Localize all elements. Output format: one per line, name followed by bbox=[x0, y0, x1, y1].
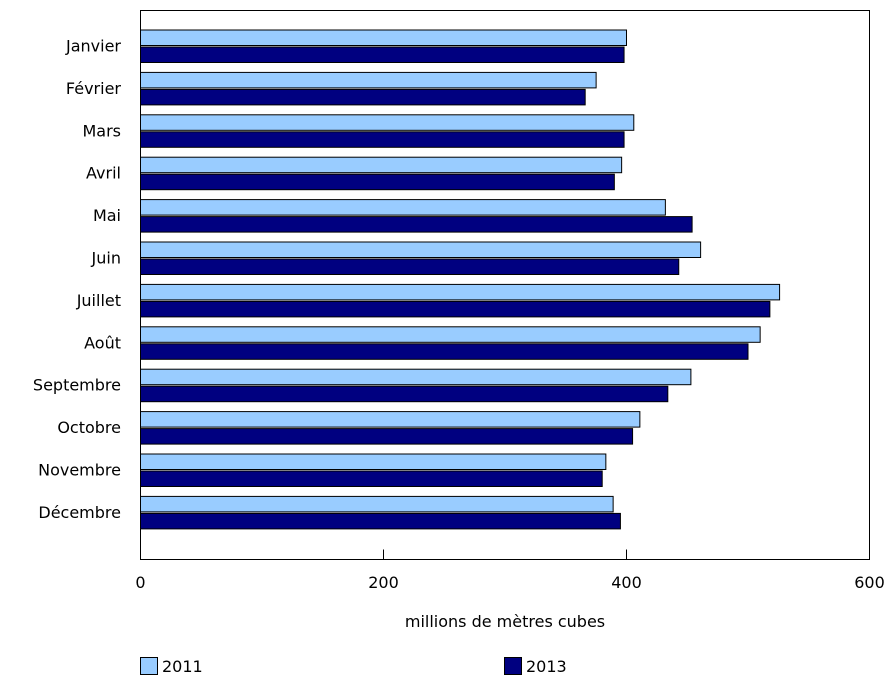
bar-2013-2 bbox=[140, 88, 586, 106]
bar-2013-5 bbox=[140, 216, 693, 233]
category-label: Novembre bbox=[38, 461, 121, 480]
bar-2013-4 bbox=[140, 173, 615, 191]
x-tick-label: 600 bbox=[854, 573, 885, 592]
legend-label-2013: 2013 bbox=[526, 656, 567, 676]
bar-2013-8 bbox=[140, 343, 749, 360]
x-tick-label: 200 bbox=[368, 573, 399, 592]
bar-2011-2 bbox=[140, 71, 597, 89]
bar-2013-6 bbox=[140, 258, 680, 275]
bar-2011-11 bbox=[140, 453, 607, 470]
bar-2013-7 bbox=[140, 300, 771, 318]
bar-2011-6 bbox=[140, 241, 702, 258]
bar-2013-12 bbox=[140, 512, 621, 530]
category-label: Janvier bbox=[65, 37, 121, 56]
bar-2013-11 bbox=[140, 470, 603, 487]
bar-2011-8 bbox=[140, 326, 761, 343]
bar-2011-5 bbox=[140, 199, 666, 216]
category-label: Juillet bbox=[76, 291, 121, 310]
bar-2013-10 bbox=[140, 428, 634, 445]
category-label: Février bbox=[66, 79, 122, 98]
legend-item-2011: 2011 bbox=[140, 655, 203, 677]
x-axis: 0 200 400 600 bbox=[135, 549, 885, 592]
bar-2013-1 bbox=[140, 46, 625, 63]
bars-layer bbox=[140, 29, 781, 530]
legend-swatch-2011 bbox=[140, 657, 158, 675]
category-label: Avril bbox=[86, 164, 121, 183]
category-label: Août bbox=[84, 333, 121, 352]
bar-2011-7 bbox=[140, 283, 781, 301]
plot-frame bbox=[140, 10, 870, 560]
category-label: Juin bbox=[91, 249, 121, 268]
bar-2011-4 bbox=[140, 156, 623, 174]
bar-2013-9 bbox=[140, 385, 669, 403]
bar-2013-3 bbox=[140, 131, 625, 148]
bar-2011-10 bbox=[140, 411, 641, 428]
category-label: Mars bbox=[82, 121, 121, 140]
legend-item-2013: 2013 bbox=[504, 655, 567, 677]
x-tick-label: 0 bbox=[135, 573, 145, 592]
legend-label-2011: 2011 bbox=[162, 656, 203, 676]
category-labels: Janvier Février Mars Avril Mai Juin Juillet Aoû… bbox=[33, 37, 122, 522]
x-axis-title: millions de mètres cubes bbox=[405, 612, 605, 631]
category-label: Septembre bbox=[33, 376, 121, 395]
x-tick-label: 400 bbox=[611, 573, 642, 592]
bar-2011-12 bbox=[140, 495, 614, 513]
category-label: Octobre bbox=[57, 418, 121, 437]
bar-2011-1 bbox=[140, 29, 627, 46]
category-label: Décembre bbox=[38, 503, 121, 522]
category-label: Mai bbox=[93, 206, 121, 225]
bar-2011-9 bbox=[140, 368, 692, 386]
legend-swatch-2013 bbox=[504, 657, 522, 675]
bar-2011-3 bbox=[140, 114, 635, 131]
